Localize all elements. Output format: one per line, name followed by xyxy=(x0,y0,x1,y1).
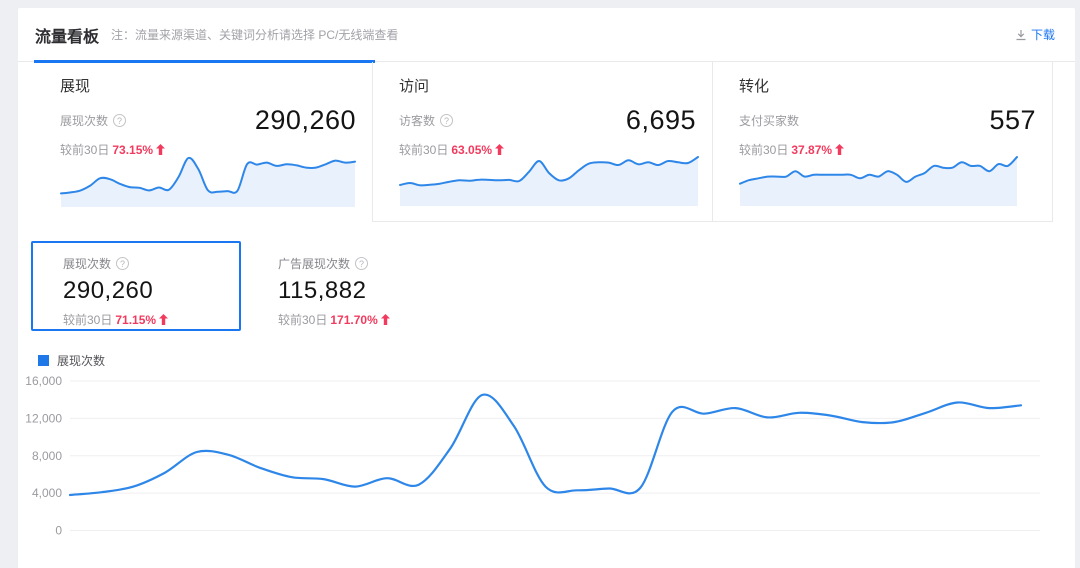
header-note: 注：流量来源渠道、关键词分析请选择 PC/无线端查看 xyxy=(111,28,399,42)
impressions-trend-chart: 16,000 12,000 8,000 4,000 0 xyxy=(25,374,1040,538)
buyers-sparkline xyxy=(739,156,1018,206)
submetric-label: 展现次数 ? xyxy=(63,255,229,272)
dashboard-header: 流量看板 注：流量来源渠道、关键词分析请选择 PC/无线端查看 下载 xyxy=(18,8,1075,63)
help-icon[interactable]: ? xyxy=(116,257,130,270)
metric-label: 访客数 ? xyxy=(399,112,454,129)
card-conversion[interactable]: 转化 支付买家数 557 较前30日 37.87% xyxy=(712,62,1053,222)
traffic-dashboard-panel: 流量看板 注：流量来源渠道、关键词分析请选择 PC/无线端查看 下载 展现 展现… xyxy=(18,8,1075,568)
submetric-impressions[interactable]: 展现次数 ? 290,260 较前30日 71.15% xyxy=(31,241,241,331)
rise-arrow-icon xyxy=(156,144,166,155)
legend-label: 展现次数 xyxy=(57,354,106,368)
metric-value: 290,260 xyxy=(254,105,356,135)
download-button[interactable]: 下载 xyxy=(1015,26,1055,43)
rise-arrow-icon xyxy=(159,314,169,325)
submetric-selector-row: 展现次数 ? 290,260 较前30日 71.15% 广告展现次数 ? 115,… xyxy=(31,241,443,331)
rise-arrow-icon xyxy=(495,144,505,155)
help-icon[interactable]: ? xyxy=(113,114,127,127)
svg-text:16,000: 16,000 xyxy=(25,374,62,388)
metric-cards-row: 展现 展现次数 ? 290,260 较前30日 73.15% 访问 访客数 ? xyxy=(18,62,1075,222)
card-title: 转化 xyxy=(739,78,770,95)
submetric-change: 较前30日 71.15% xyxy=(63,311,229,328)
metric-label: 展现次数 ? xyxy=(60,112,127,129)
change-row: 较前30日 73.15% xyxy=(60,141,356,158)
svg-text:8,000: 8,000 xyxy=(32,449,62,463)
download-label: 下载 xyxy=(1030,28,1055,42)
help-icon[interactable]: ? xyxy=(440,114,454,127)
card-title: 展现 xyxy=(60,78,91,95)
page-title: 流量看板 xyxy=(35,28,100,46)
svg-text:0: 0 xyxy=(55,524,62,538)
change-row: 较前30日 37.87% xyxy=(739,141,1036,158)
download-icon xyxy=(1016,29,1026,40)
chart-legend[interactable]: 展现次数 xyxy=(38,352,105,369)
legend-swatch xyxy=(38,355,49,366)
card-impressions[interactable]: 展现 展现次数 ? 290,260 较前30日 73.15% xyxy=(34,62,372,222)
visitors-sparkline xyxy=(399,156,699,206)
metric-value: 557 xyxy=(989,105,1036,135)
card-visits[interactable]: 访问 访客数 ? 6,695 较前30日 63.05% xyxy=(372,62,712,222)
rise-arrow-icon xyxy=(380,314,390,325)
submetric-label: 广告展现次数 ? xyxy=(278,255,433,272)
submetric-value: 290,260 xyxy=(63,277,154,304)
change-row: 较前30日 63.05% xyxy=(399,141,696,158)
impressions-sparkline xyxy=(60,156,356,207)
svg-text:12,000: 12,000 xyxy=(25,411,62,425)
submetric-change: 较前30日 171.70% xyxy=(278,311,433,328)
active-tab-indicator xyxy=(34,60,375,63)
submetric-ad-impressions[interactable]: 广告展现次数 ? 115,882 较前30日 171.70% xyxy=(253,241,443,331)
rise-arrow-icon xyxy=(835,144,845,155)
card-title: 访问 xyxy=(399,78,430,95)
svg-text:4,000: 4,000 xyxy=(32,486,62,500)
help-icon[interactable]: ? xyxy=(355,257,369,270)
metric-label: 支付买家数 xyxy=(739,114,800,128)
submetric-value: 115,882 xyxy=(278,277,367,304)
metric-value: 6,695 xyxy=(625,105,696,135)
